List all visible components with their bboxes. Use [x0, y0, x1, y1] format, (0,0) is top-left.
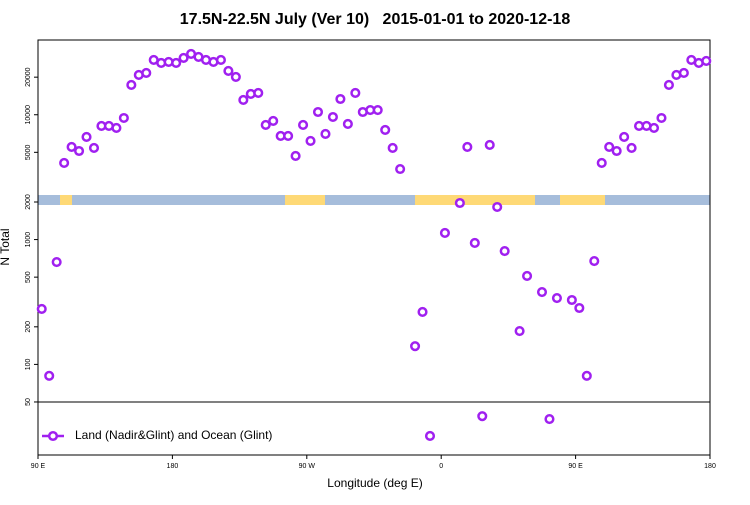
point: [410, 341, 421, 352]
point: [656, 112, 667, 124]
point: [536, 286, 548, 298]
point: [596, 157, 607, 169]
point: [544, 413, 555, 425]
x-tick-label: 180: [704, 463, 716, 470]
point: [551, 293, 562, 304]
legend-marker: [47, 430, 59, 442]
point: [619, 131, 630, 143]
y-tick-label: 100: [25, 358, 32, 370]
point: [701, 55, 712, 66]
legend-label: Land (Nadir&Glint) and Ocean (Glint): [75, 428, 272, 442]
point: [477, 411, 488, 422]
point: [499, 246, 510, 257]
point: [380, 124, 391, 136]
y-tick-label: 1000: [25, 232, 32, 248]
point: [417, 306, 428, 318]
point: [648, 122, 660, 134]
chart-title: 17.5N-22.5N July (Ver 10) 2015-01-01 to …: [180, 11, 571, 28]
point: [589, 255, 600, 267]
point: [678, 67, 689, 78]
point: [522, 270, 533, 282]
y-tick-label: 2000: [25, 194, 32, 210]
point: [74, 145, 85, 157]
point: [492, 201, 503, 213]
point: [611, 145, 622, 157]
point: [335, 93, 346, 105]
y-tick-label: 200: [25, 321, 32, 333]
point: [350, 87, 361, 99]
point: [171, 57, 182, 68]
y-tick-label: 500: [25, 271, 32, 283]
point: [44, 370, 55, 381]
point: [283, 130, 294, 142]
point: [320, 128, 331, 140]
point: [626, 142, 637, 154]
point: [141, 67, 152, 78]
point: [439, 227, 450, 238]
x-tick-label: 90 W: [299, 463, 316, 470]
point: [342, 118, 353, 130]
point: [604, 141, 615, 153]
x-tick-label: 0: [439, 463, 443, 470]
point: [484, 139, 495, 151]
point: [454, 197, 465, 209]
point: [424, 430, 436, 442]
x-axis-label: Longitude (deg E): [327, 476, 422, 490]
point: [574, 302, 585, 314]
y-axis-label: N Total: [0, 228, 12, 265]
point: [298, 119, 309, 131]
point: [126, 79, 137, 91]
point: [59, 157, 70, 169]
point: [566, 294, 577, 306]
point: [215, 54, 226, 65]
point: [372, 104, 383, 116]
point: [51, 256, 62, 268]
plot-frame: [37, 39, 711, 456]
point: [178, 52, 189, 63]
point: [223, 65, 234, 77]
x-tick-label: 90 E: [31, 463, 46, 470]
point: [88, 142, 100, 154]
point: [230, 71, 241, 82]
point: [387, 142, 398, 154]
point: [238, 94, 249, 105]
y-tick-label: 5000: [25, 144, 32, 160]
point: [253, 87, 264, 99]
point: [268, 115, 279, 127]
map-band: [38, 195, 710, 205]
point: [66, 141, 77, 153]
y-tick-label: 20000: [25, 67, 32, 87]
point: [327, 111, 338, 123]
point: [81, 131, 92, 143]
point: [663, 79, 674, 91]
x-tick-label: 90 E: [568, 463, 583, 470]
point: [260, 119, 271, 131]
y-tick-label: 50: [25, 398, 32, 406]
point: [462, 141, 473, 153]
point: [111, 122, 122, 134]
point: [581, 370, 592, 381]
x-tick-label: 180: [167, 463, 179, 470]
point: [118, 112, 129, 124]
point: [395, 163, 406, 175]
point: [514, 325, 525, 337]
point: [469, 237, 480, 249]
point: [312, 106, 324, 118]
point: [36, 303, 47, 315]
point: [290, 150, 301, 162]
point: [305, 135, 316, 147]
y-tick-label: 10000: [25, 105, 32, 125]
